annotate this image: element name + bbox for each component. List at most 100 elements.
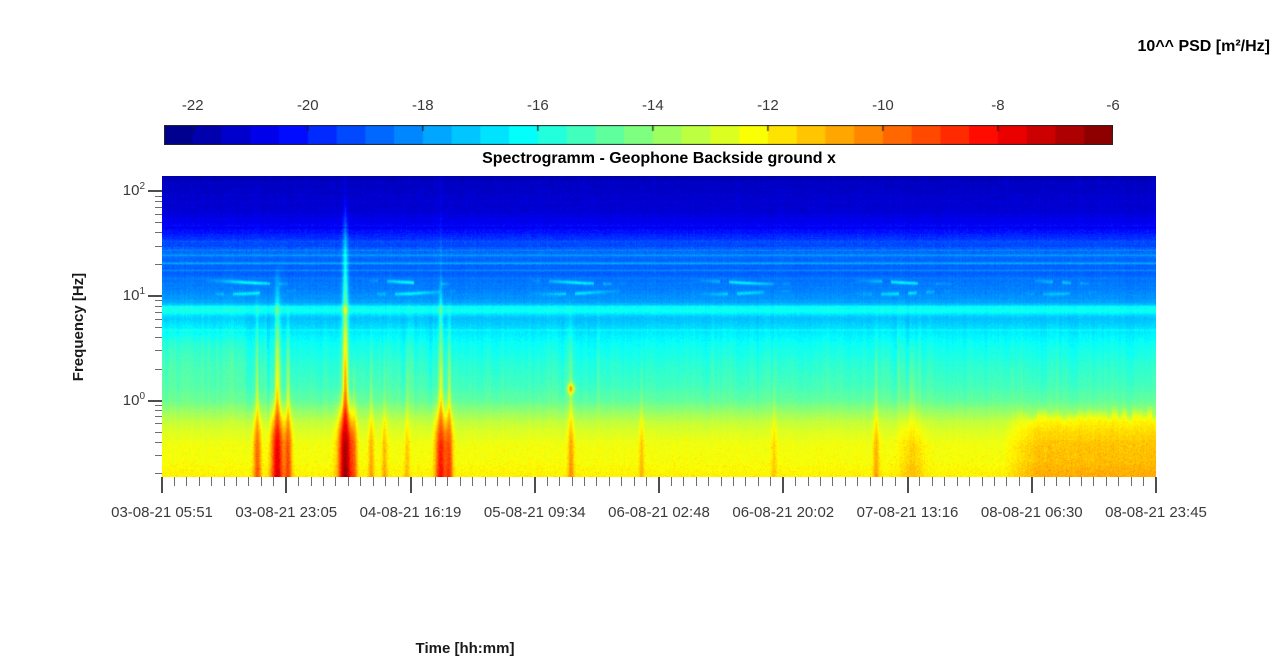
x-minor-tick	[1143, 477, 1145, 486]
x-minor-tick	[869, 477, 871, 486]
x-minor-tick	[807, 477, 809, 486]
y-tick-label: 101	[122, 285, 145, 304]
x-minor-tick	[571, 477, 573, 486]
colorbar-tick-label: -22	[181, 97, 204, 114]
y-minor-tick	[155, 214, 162, 216]
y-minor-tick	[155, 232, 162, 234]
x-minor-tick	[1130, 477, 1132, 486]
x-minor-tick	[621, 477, 623, 486]
x-minor-tick	[844, 477, 846, 486]
y-minor-tick	[155, 404, 162, 406]
x-minor-tick	[993, 477, 995, 486]
x-minor-tick	[633, 477, 635, 486]
x-tick-label: 06-08-21 20:02	[732, 504, 835, 521]
y-minor-tick	[155, 222, 162, 224]
y-minor-tick	[155, 201, 162, 202]
x-major-tick	[782, 477, 785, 493]
y-tick-label: 102	[122, 181, 145, 200]
x-major-tick	[1030, 477, 1033, 493]
x-minor-tick	[422, 477, 424, 486]
y-minor-tick	[155, 326, 162, 328]
x-minor-tick	[1080, 477, 1082, 486]
x-minor-tick	[596, 477, 598, 486]
x-minor-tick	[733, 477, 735, 486]
y-minor-tick	[155, 454, 162, 456]
x-tick-label: 08-08-21 06:30	[980, 504, 1083, 521]
x-minor-tick	[1056, 477, 1058, 486]
y-minor-tick	[155, 311, 162, 313]
x-minor-tick	[546, 477, 548, 486]
colorbar-tick-label: -10	[872, 97, 894, 114]
colorbar-unit-label: 10^^ PSD [m²/Hz]	[1137, 38, 1270, 55]
x-minor-tick	[1118, 477, 1120, 486]
x-minor-tick	[323, 477, 325, 486]
y-minor-tick	[155, 431, 162, 433]
x-minor-tick	[1093, 477, 1095, 486]
x-major-tick	[409, 477, 412, 493]
x-major-tick	[658, 477, 660, 493]
x-minor-tick	[670, 477, 672, 486]
x-minor-tick	[1068, 477, 1070, 486]
x-minor-tick	[248, 477, 250, 486]
y-minor-tick	[155, 305, 162, 307]
y-tick-label: 100	[122, 390, 145, 409]
y-minor-tick	[155, 207, 162, 209]
colorbar	[164, 125, 1113, 145]
x-minor-tick	[335, 477, 337, 486]
x-minor-tick	[198, 477, 200, 486]
x-minor-tick	[385, 477, 387, 486]
x-minor-tick	[372, 477, 374, 486]
x-tick-label: 03-08-21 23:05	[235, 504, 338, 521]
x-minor-tick	[745, 477, 747, 486]
x-minor-tick	[298, 477, 300, 486]
x-minor-tick	[583, 477, 585, 486]
y-minor-tick	[155, 441, 162, 443]
x-minor-tick	[472, 477, 474, 486]
y-minor-tick	[155, 195, 162, 197]
x-minor-tick	[260, 477, 262, 486]
colorbar-tick-label: -12	[757, 97, 779, 114]
y-minor-tick	[155, 410, 162, 412]
y-minor-tick	[155, 337, 162, 339]
x-minor-tick	[832, 477, 834, 486]
y-minor-tick	[155, 318, 162, 320]
x-minor-tick	[770, 477, 772, 486]
x-minor-tick	[186, 477, 188, 486]
x-minor-tick	[521, 477, 523, 486]
x-tick-label: 06-08-21 02:48	[608, 504, 710, 521]
y-minor-tick	[155, 423, 162, 425]
x-minor-tick	[969, 477, 971, 486]
x-minor-tick	[944, 477, 946, 486]
x-axis-label: Time [hh:mm]	[415, 640, 515, 657]
x-minor-tick	[496, 477, 498, 486]
y-minor-tick	[155, 368, 162, 370]
x-major-tick	[161, 477, 163, 493]
y-major-tick	[148, 399, 162, 402]
x-minor-tick	[1105, 477, 1107, 486]
x-major-tick	[906, 477, 909, 493]
x-minor-tick	[919, 477, 921, 486]
x-minor-tick	[608, 477, 610, 486]
x-minor-tick	[757, 477, 759, 486]
y-major-tick	[148, 190, 162, 193]
x-minor-tick	[211, 477, 213, 486]
x-minor-tick	[708, 477, 710, 486]
y-minor-tick	[155, 473, 162, 475]
colorbar-tick-label: -14	[642, 97, 664, 114]
x-tick-label: 04-08-21 16:19	[359, 504, 462, 521]
colorbar-tick-label: -20	[296, 97, 319, 114]
x-minor-tick	[397, 477, 399, 486]
x-minor-tick	[434, 477, 436, 486]
y-minor-tick	[155, 300, 162, 302]
x-minor-tick	[484, 477, 486, 486]
y-minor-tick	[155, 245, 162, 247]
x-minor-tick	[646, 477, 648, 486]
x-minor-tick	[857, 477, 859, 486]
x-tick-label: 03-08-21 05:51	[111, 504, 213, 521]
x-minor-tick	[509, 477, 511, 486]
y-minor-tick	[155, 350, 162, 352]
colorbar-tick-label: -18	[411, 97, 434, 114]
x-major-tick	[533, 477, 536, 493]
x-minor-tick	[236, 477, 238, 486]
